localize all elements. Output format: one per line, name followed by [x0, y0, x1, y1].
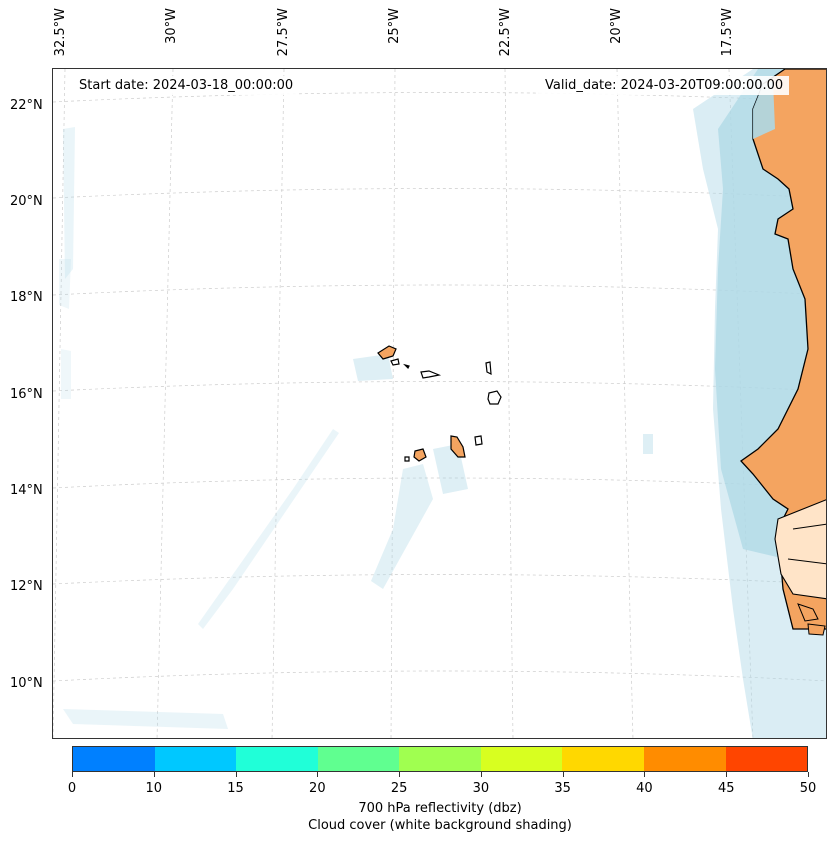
graticule	[53, 69, 826, 738]
colorbar-tick-label: 25	[390, 781, 408, 796]
island-santo-antao	[377, 345, 397, 360]
island-santiago	[450, 435, 466, 458]
lat-label-16n: 16°N	[10, 387, 43, 402]
cloud-cover-shading	[59, 69, 826, 738]
lon-label-30w: 30°W	[164, 8, 179, 44]
colorbar-label-reflectivity: 700 hPa reflectivity (dbz)	[358, 801, 522, 816]
lon-label-27-5w: 27.5°W	[276, 8, 291, 57]
lon-label-20w: 20°W	[609, 8, 624, 44]
island-maio	[474, 435, 483, 446]
lat-label-22n: 22°N	[10, 98, 43, 113]
colorbar-segment	[399, 747, 481, 771]
colorbar-tickmark	[562, 772, 564, 777]
africa-coast	[740, 69, 826, 636]
colorbar-segment	[73, 747, 155, 771]
island-sao-nicolau	[420, 370, 442, 379]
colorbar-segment	[236, 747, 318, 771]
colorbar-tick-label: 50	[799, 781, 817, 796]
colorbar-tick-label: 10	[145, 781, 163, 796]
colorbar-label-cloud: Cloud cover (white background shading)	[308, 818, 572, 833]
colorbar-segment	[480, 747, 563, 771]
colorbar-tickmark	[153, 772, 155, 777]
valid-date-label: Valid_date: 2024-03-20T09:00:00.00	[539, 76, 790, 95]
lat-label-12n: 12°N	[10, 579, 43, 594]
colorbar-tick-label: 15	[227, 781, 244, 796]
colorbar-segment	[562, 747, 644, 771]
colorbar-segment	[317, 747, 400, 771]
colorbar-tick-label: 0	[67, 781, 77, 796]
lat-label-14n: 14°N	[10, 483, 43, 498]
colorbar-segment	[643, 747, 726, 771]
colorbar-tick-label: 20	[309, 781, 326, 796]
map-panel[interactable]	[52, 68, 827, 739]
cape-verde-islands	[377, 345, 502, 462]
colorbar-segment	[154, 747, 237, 771]
island-boa-vista	[487, 390, 502, 405]
island-santa-luzia	[403, 363, 410, 370]
colorbar-tick-label: 45	[717, 781, 735, 796]
colorbar-tickmark	[808, 772, 809, 777]
reflectivity-colorbar	[72, 746, 808, 772]
lon-label-25w: 25°W	[387, 8, 402, 44]
colorbar-tick-label: 30	[472, 781, 490, 796]
lon-label-32-5w: 32.5°W	[53, 8, 68, 57]
colorbar-tick-label: 35	[554, 781, 571, 796]
colorbar-tickmark	[399, 772, 401, 777]
colorbar-tickmark	[644, 772, 646, 777]
colorbar-tick-label: 40	[636, 781, 653, 796]
colorbar-tickmark	[235, 772, 237, 777]
colorbar-tickmark	[317, 772, 319, 777]
lat-label-18n: 18°N	[10, 290, 43, 305]
map-canvas[interactable]	[53, 69, 827, 739]
colorbar-tickmark	[726, 772, 728, 777]
lat-label-10n: 10°N	[10, 676, 43, 691]
colorbar-segment	[725, 747, 808, 771]
island-brava	[404, 456, 410, 462]
colorbar-tickmark	[72, 772, 73, 777]
lat-label-20n: 20°N	[10, 194, 43, 209]
start-date-label: Start date: 2024-03-18_00:00:00	[73, 76, 300, 95]
lon-label-17-5w: 17.5°W	[720, 8, 735, 57]
island-fogo	[413, 448, 427, 462]
colorbar-tickmark	[480, 772, 482, 777]
lon-label-22-5w: 22.5°W	[498, 8, 513, 57]
island-sao-vicente	[390, 358, 400, 366]
island-sal	[485, 361, 492, 376]
